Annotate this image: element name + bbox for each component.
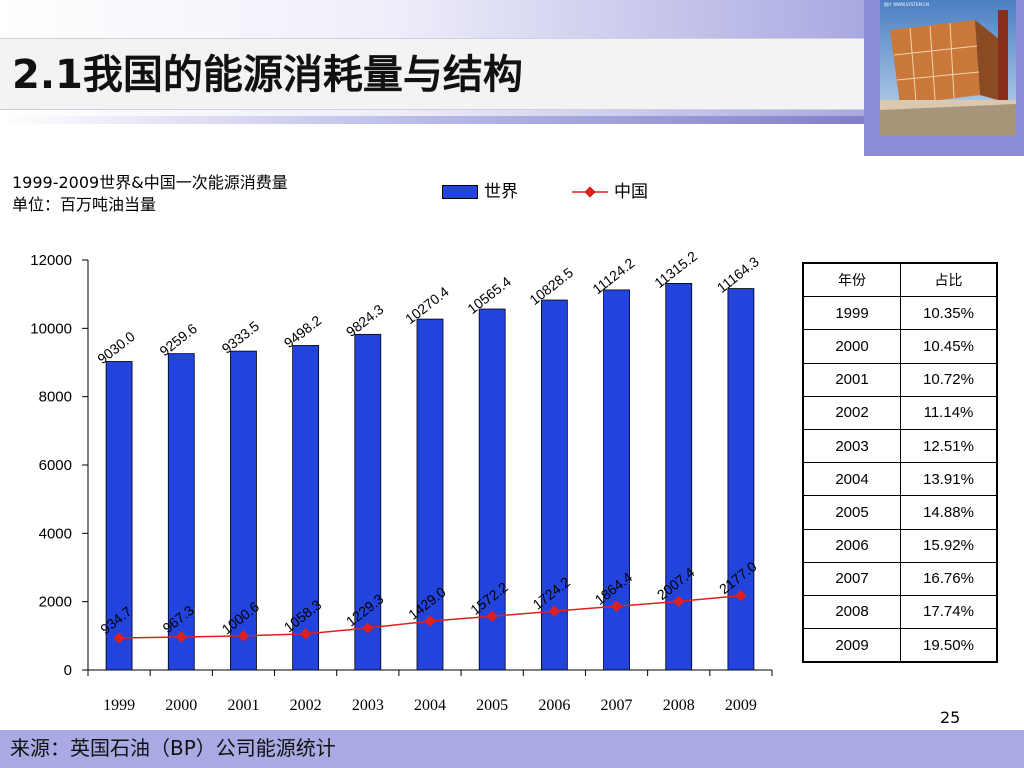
table-header-share: 占比 <box>900 262 998 298</box>
table-row: 2002 11.14% <box>802 395 998 430</box>
slide-title: 2.1我国的能源消耗量与结构 <box>12 52 523 98</box>
bar-world <box>292 345 320 671</box>
table-row: 2007 16.76% <box>802 561 998 596</box>
table-row: 2001 10.72% <box>802 362 998 397</box>
table-cell-year: 2009 <box>802 628 901 663</box>
table-cell-share: 10.45% <box>900 329 998 364</box>
table-cell-year: 1999 <box>802 296 901 331</box>
table-cell-share: 14.88% <box>900 495 998 530</box>
x-tick-label: 2008 <box>663 697 695 714</box>
y-tick-label: 12000 <box>30 252 72 269</box>
chart-title: 1999-2009世界&中国一次能源消费量 <box>12 173 288 192</box>
y-tick-label: 10000 <box>30 320 72 337</box>
table-cell-share: 10.35% <box>900 296 998 331</box>
footer-bar <box>0 730 1024 768</box>
table-cell-year: 2001 <box>802 362 901 397</box>
point-china <box>673 595 685 608</box>
bar-world <box>478 308 506 671</box>
table-row: 1999 10.35% <box>802 296 998 331</box>
x-tick-label: 2004 <box>414 697 446 714</box>
table-cell-year: 2006 <box>802 528 901 563</box>
legend-label-china: 中国 <box>614 182 648 202</box>
x-tick-label: 2000 <box>165 697 197 714</box>
point-china <box>610 600 623 612</box>
table-row: 2003 12.51% <box>802 428 998 464</box>
table-row: 2008 17.74% <box>802 594 998 630</box>
y-tick-label: 6000 <box>39 457 72 474</box>
point-china <box>175 631 187 643</box>
bar-world <box>354 333 382 671</box>
table-cell-year: 2003 <box>802 428 901 464</box>
point-china <box>237 630 250 642</box>
bar-world <box>665 282 693 671</box>
y-tick-label: 4000 <box>39 525 72 542</box>
bar-world <box>416 318 444 671</box>
table-row: 2009 19.50% <box>802 628 998 663</box>
y-tick-label: 8000 <box>39 389 72 406</box>
table-row: 2004 13.91% <box>802 462 998 497</box>
header-stripe <box>0 116 864 124</box>
table-row: 2000 10.45% <box>802 329 998 364</box>
table-cell-share: 15.92% <box>900 528 998 563</box>
legend-bar-swatch <box>442 185 478 199</box>
table-cell-year: 2004 <box>802 462 901 497</box>
point-china <box>735 589 747 602</box>
table-cell-share: 17.74% <box>900 594 998 630</box>
title-bar <box>0 38 864 110</box>
x-tick-label: 2006 <box>538 697 570 714</box>
legend-label-world: 世界 <box>484 182 518 202</box>
x-tick-label: 1999 <box>103 697 135 714</box>
photo-caption: 图片 WWW.SYSTEM.CN <box>884 2 929 7</box>
x-tick-label: 2005 <box>476 697 508 714</box>
point-china <box>299 628 312 640</box>
table-header-row: 年份 占比 <box>802 262 998 298</box>
table-header-year: 年份 <box>802 262 901 298</box>
x-tick-label: 2002 <box>290 697 322 714</box>
table-cell-share: 19.50% <box>900 628 998 663</box>
point-china <box>486 610 498 622</box>
table-cell-share: 16.76% <box>900 561 998 596</box>
table-cell-year: 2000 <box>802 329 901 364</box>
bar-world <box>105 361 133 671</box>
table-row: 2006 15.92% <box>802 528 998 563</box>
table-cell-share: 13.91% <box>900 462 998 497</box>
table-cell-share: 10.72% <box>900 362 998 397</box>
bar-world <box>167 353 195 671</box>
table-cell-year: 2008 <box>802 594 901 630</box>
x-tick-label: 2007 <box>601 697 633 714</box>
page-number: 25 <box>940 708 961 727</box>
point-china <box>424 615 436 627</box>
table-cell-year: 2002 <box>802 395 901 430</box>
table-cell-year: 2005 <box>802 495 901 530</box>
chart-title-block: 1999-2009世界&中国一次能源消费量 单位：百万吨油当量 <box>12 172 288 216</box>
source-note: 来源：英国石油（BP）公司能源统计 <box>10 736 336 760</box>
point-china <box>113 632 125 644</box>
bar-world <box>727 288 755 671</box>
table-cell-share: 12.51% <box>900 428 998 464</box>
y-tick-label: 2000 <box>39 594 72 611</box>
table-row: 2005 14.88% <box>802 495 998 530</box>
chart-unit: 单位：百万吨油当量 <box>12 195 157 214</box>
x-tick-label: 2001 <box>227 697 259 714</box>
bar-world <box>230 350 257 671</box>
point-china <box>548 605 561 617</box>
building-photo: 图片 WWW.SYSTEM.CN <box>880 0 1016 136</box>
legend-line-swatch <box>572 186 608 198</box>
y-tick-label: 0 <box>64 662 72 679</box>
china-share-table: 年份 占比 1999 10.35% 2000 10.45% 2001 10.72% 2… <box>802 262 998 664</box>
table-cell-year: 2007 <box>802 561 901 596</box>
table-cell-share: 11.14% <box>900 395 998 430</box>
x-tick-label: 2009 <box>725 697 757 714</box>
bar-world <box>603 289 630 671</box>
x-tick-label: 2003 <box>352 697 384 714</box>
